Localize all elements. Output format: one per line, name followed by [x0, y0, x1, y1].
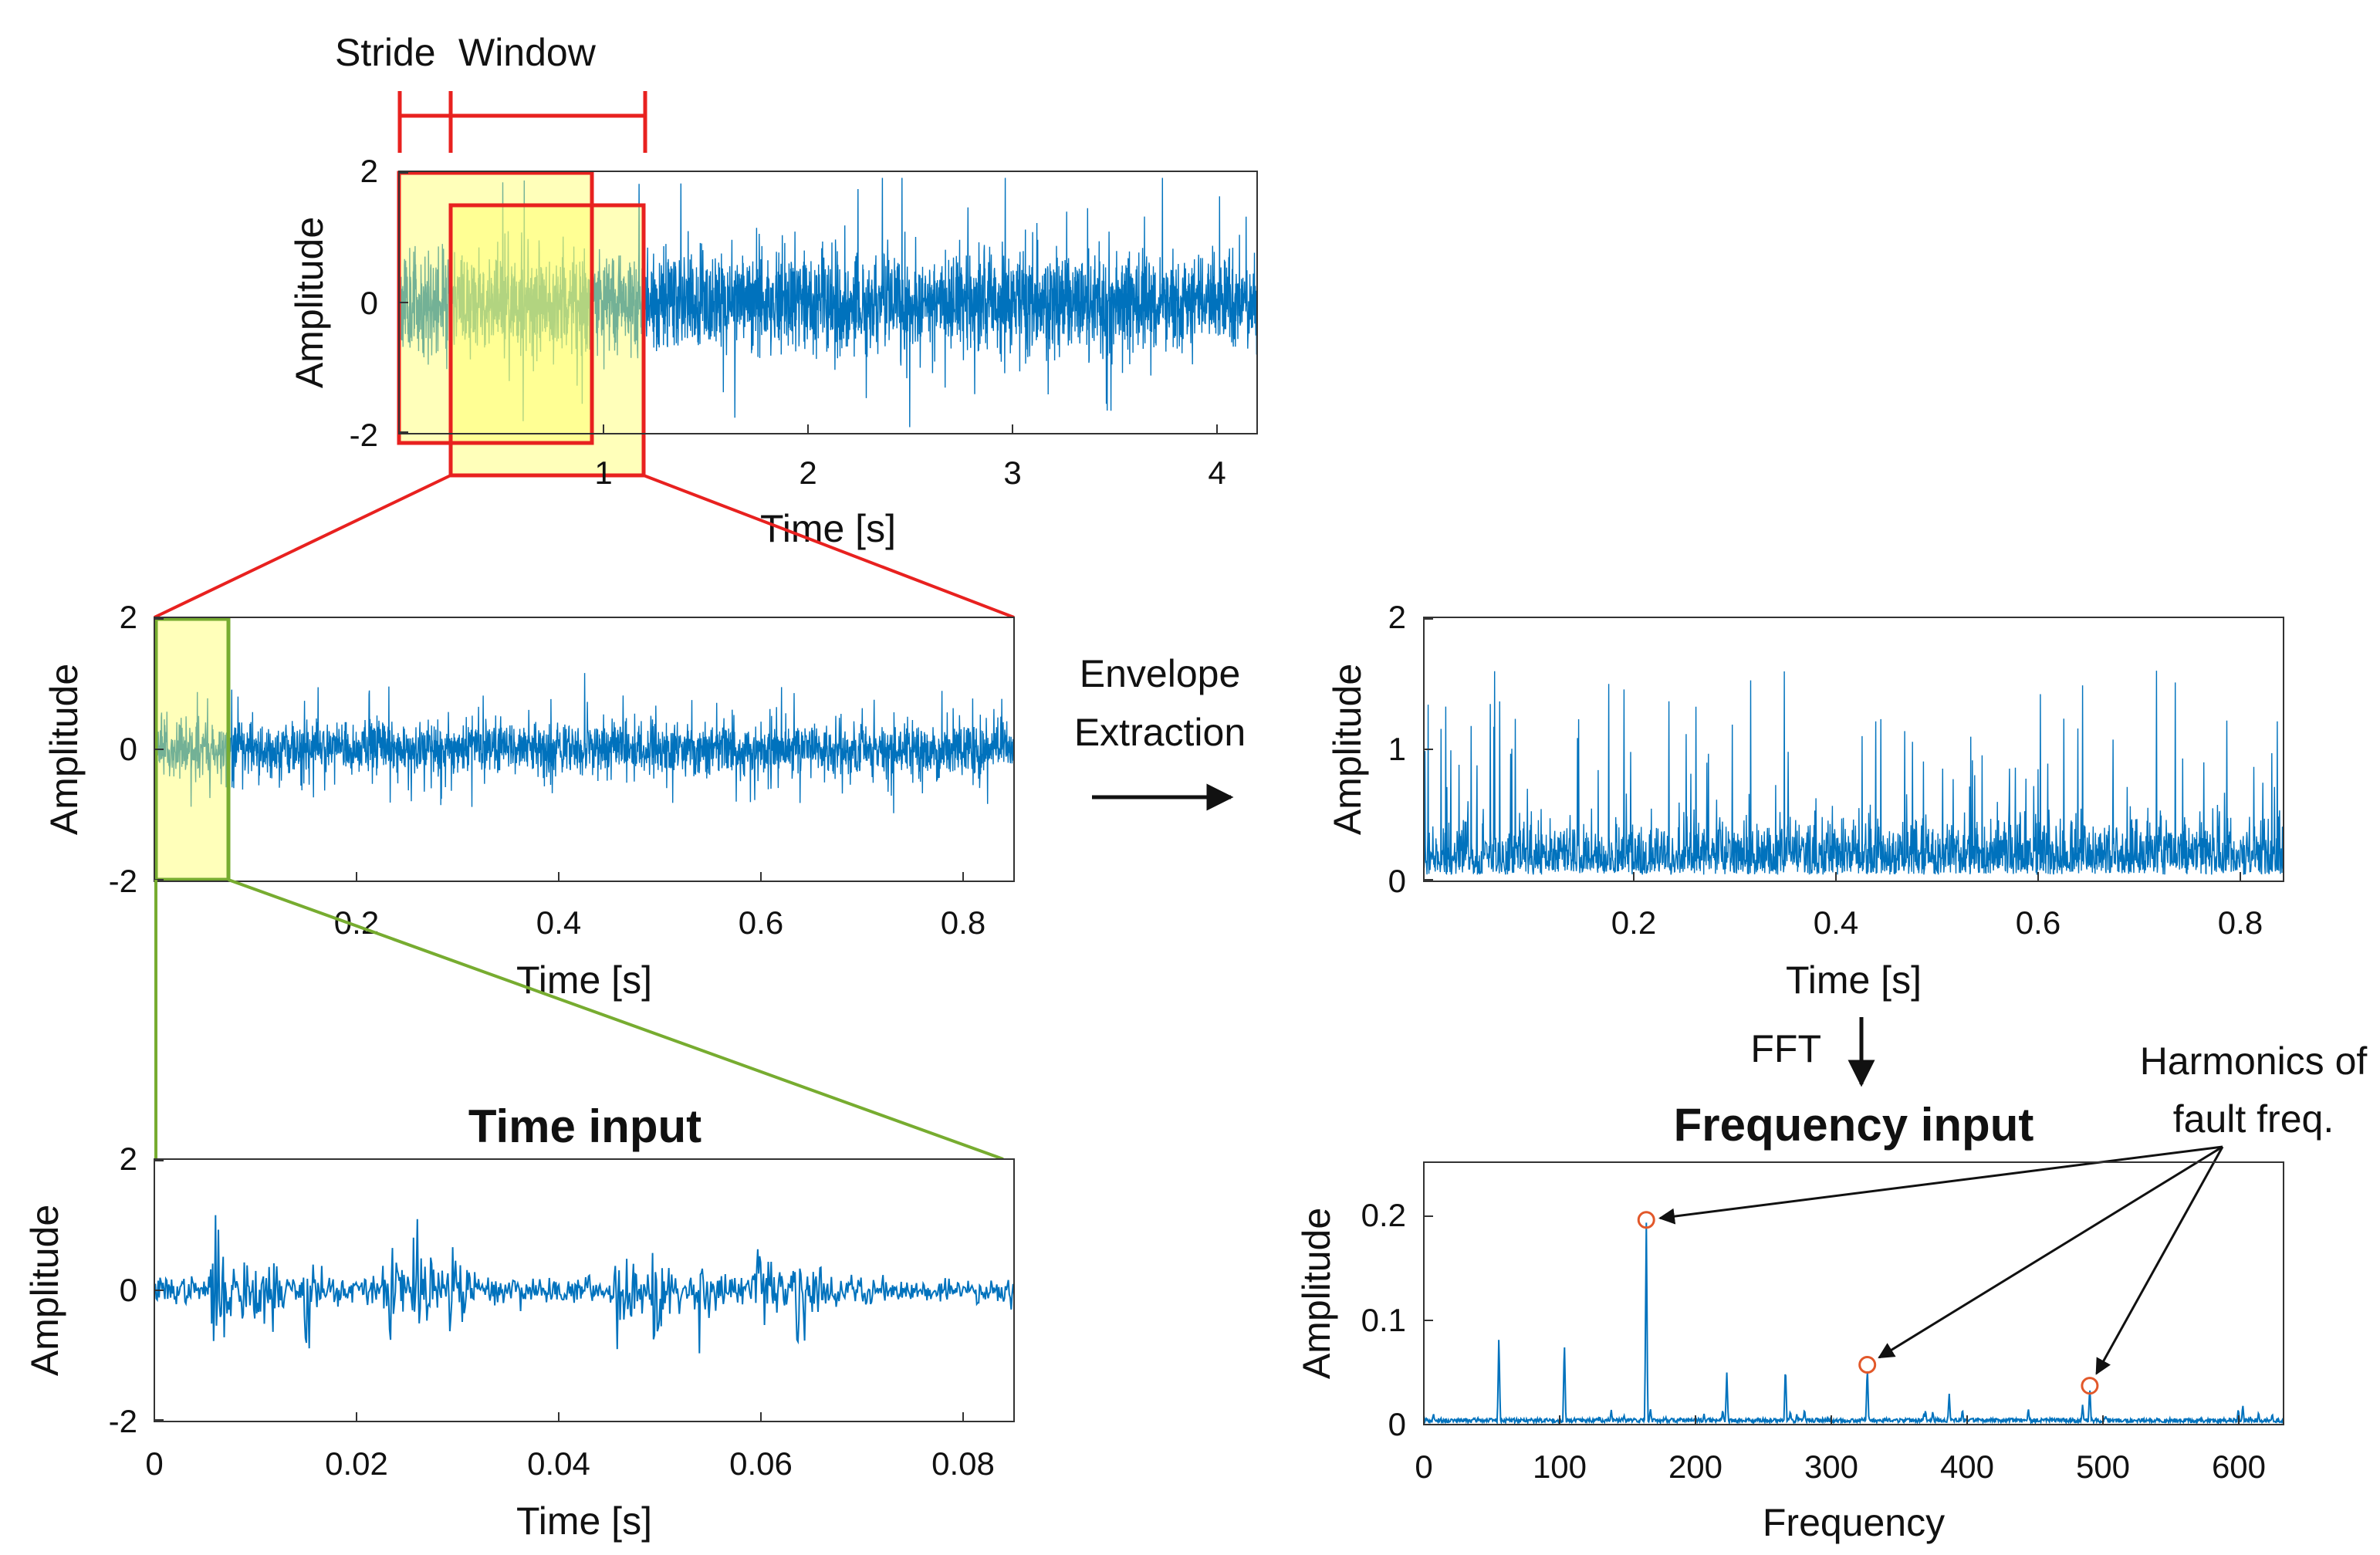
spectrum-plot-frame: [1423, 1161, 2284, 1425]
envelope-panel: 2 1 0 0.2 0.4 0.6 0.8 Time [s] Amplitude: [1326, 599, 2284, 1002]
spectrum-trace: [1423, 1222, 2284, 1426]
time-input-ytick-neg2: -2: [109, 1403, 137, 1439]
window-ytick-0: 0: [120, 731, 137, 767]
raw-ytick-0: 0: [360, 285, 378, 321]
window-2-outline: [448, 203, 646, 478]
time-input-xtick-0.06: 0.06: [729, 1445, 793, 1482]
zoom-line-red-left: [154, 474, 451, 619]
spectrum-xtick-600: 600: [2212, 1449, 2266, 1485]
envelope-xtick-0.6: 0.6: [2016, 904, 2061, 941]
harmonic-arrow: [1658, 1145, 2223, 1225]
window-ylabel: Amplitude: [42, 664, 86, 835]
time-input-xtick-0.04: 0.04: [527, 1445, 590, 1482]
spectrum-ylabel: Amplitude: [1295, 1208, 1338, 1379]
time-input-ytick-2: 2: [120, 1141, 137, 1177]
spectrum-xtick-300: 300: [1804, 1449, 1858, 1485]
spectrum-ytick-0: 0: [1388, 1406, 1406, 1442]
raw-series-line: [398, 177, 1258, 428]
window-xtick-0.4: 0.4: [536, 904, 581, 941]
envelope-signal-trace: [1423, 671, 2284, 875]
spectrum-xtick-500: 500: [2076, 1449, 2130, 1485]
harmonic-arrows: [1658, 1145, 2224, 1375]
zoom-line-red-right: [643, 474, 1015, 619]
window-xtick-0.2: 0.2: [334, 904, 379, 941]
spectrum-panel: Frequency input Harmonics of fault freq.…: [1295, 1039, 2367, 1544]
raw-ytick-neg2: -2: [350, 417, 378, 453]
envelope-xlabel: Time [s]: [1786, 958, 1922, 1002]
envelope-ytick-1: 1: [1388, 731, 1406, 767]
zoom-line-green-right: [228, 878, 1004, 1161]
time-input-title: Time input: [468, 1100, 701, 1152]
time-input-ytick-0: 0: [120, 1272, 137, 1308]
raw-xtick-1: 1: [594, 455, 612, 491]
window-ytick-neg2: -2: [109, 863, 137, 899]
time-input-series-line: [154, 1215, 1015, 1354]
harmonic-arrow: [2095, 1146, 2224, 1375]
time-input-xtick-0.08: 0.08: [931, 1445, 995, 1482]
spectrum-ytick-0.2: 0.2: [1361, 1197, 1406, 1233]
harmonic-markers: [1637, 1211, 2099, 1395]
stride-window-brackets: Stride Window: [335, 31, 647, 153]
raw-xtick-3: 3: [1003, 455, 1021, 491]
time-input-tick-marks: [154, 1160, 964, 1421]
envelope-tick-marks: [1424, 618, 2241, 881]
time-input-xlabel: Time [s]: [516, 1499, 652, 1543]
time-input-panel: Time input 2 0 -2 0 0.02 0.04 0.06 0.08 …: [23, 1100, 1015, 1543]
time-input-highlight: [156, 619, 228, 880]
raw-signal-panel: 2 0 -2 1 2 3 4 Time [s] Amplitude: [288, 153, 1258, 550]
harmonic-marker: [1637, 1211, 1655, 1229]
spectrum-plot-background: [1424, 1162, 2284, 1425]
spectrum-xtick-400: 400: [1940, 1449, 1994, 1485]
window-series-line: [154, 673, 1015, 813]
raw-ytick-2: 2: [360, 153, 378, 189]
window-xtick-0.8: 0.8: [941, 904, 985, 941]
raw-xtick-4: 4: [1208, 455, 1225, 491]
harmonics-label-line2: fault freq.: [2173, 1097, 2334, 1141]
spectrum-ytick-0.1: 0.1: [1361, 1302, 1406, 1338]
spectrum-xlabel: Frequency: [1763, 1501, 1945, 1544]
raw-xtick-2: 2: [799, 455, 816, 491]
raw-tick-marks: [399, 172, 1218, 434]
time-input-xtick-0.02: 0.02: [325, 1445, 388, 1482]
harmonic-marker: [1858, 1355, 1877, 1374]
harmonic-marker: [2081, 1377, 2099, 1395]
raw-ylabel: Amplitude: [288, 217, 331, 388]
envelope-label-line1: Envelope: [1080, 652, 1241, 695]
raw-signal-trace: [398, 177, 1258, 428]
envelope-xtick-0.4: 0.4: [1814, 904, 1858, 941]
window-xlabel: Time [s]: [516, 958, 652, 1002]
window-1-highlight: [399, 173, 592, 443]
time-input-signal-trace: [154, 1215, 1015, 1354]
stride-label: Stride: [335, 31, 436, 74]
window-label: Window: [458, 31, 597, 74]
spectrum-xtick-200: 200: [1668, 1449, 1722, 1485]
window-signal-panel: 2 0 -2 0.2 0.4 0.6 0.8 Time [s] Amplitud…: [42, 599, 1015, 1002]
fft-step: FFT: [1750, 1017, 1875, 1087]
window-ytick-2: 2: [120, 599, 137, 635]
spectrum-series-line: [1423, 1222, 2284, 1426]
envelope-extraction-step: Envelope Extraction: [1074, 652, 1246, 811]
window-xtick-0.6: 0.6: [739, 904, 783, 941]
harmonics-label-line1: Harmonics of: [2140, 1039, 2368, 1083]
time-input-ylabel: Amplitude: [23, 1205, 66, 1376]
envelope-xtick-0.2: 0.2: [1611, 904, 1656, 941]
envelope-ylabel: Amplitude: [1326, 664, 1369, 835]
time-input-xtick-0: 0: [145, 1445, 163, 1482]
spectrum-xtick-0: 0: [1415, 1449, 1432, 1485]
window-signal-trace: [154, 673, 1015, 813]
spectrum-tick-marks: [1423, 1215, 2240, 1425]
fft-label: FFT: [1750, 1027, 1821, 1070]
envelope-ytick-0: 0: [1388, 863, 1406, 899]
harmonic-arrow: [1878, 1145, 2223, 1359]
envelope-series-line: [1423, 671, 2284, 875]
window-2-highlight: [451, 205, 644, 475]
spectrum-xtick-100: 100: [1533, 1449, 1587, 1485]
envelope-ytick-2: 2: [1388, 599, 1406, 635]
envelope-xtick-0.8: 0.8: [2218, 904, 2263, 941]
frequency-input-title: Frequency input: [1674, 1099, 2034, 1151]
envelope-label-line2: Extraction: [1074, 711, 1246, 754]
